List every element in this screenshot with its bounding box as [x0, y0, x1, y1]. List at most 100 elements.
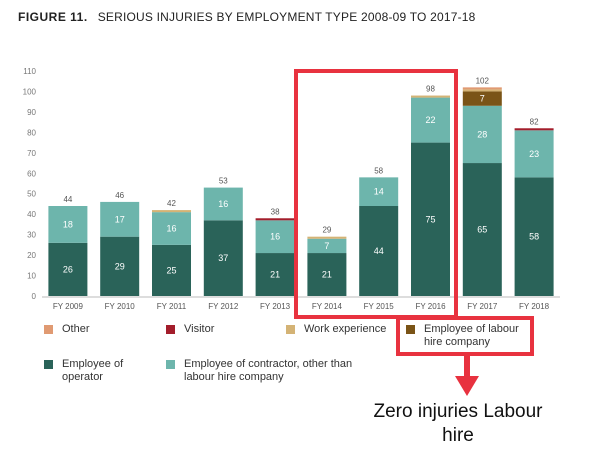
bar-value-label: 21	[322, 270, 332, 280]
bar-value-label: 44	[374, 246, 384, 256]
bar-segment-employee-of-operator	[100, 236, 140, 296]
legend-label-contractor: Employee of contractor, other than labou…	[184, 358, 353, 383]
bar-segment-employee-of-operator	[48, 242, 88, 296]
bar-segment-employee-of-contractor-other-than-labour-hire-company	[203, 187, 243, 221]
legend-swatch-contractor	[166, 360, 175, 369]
bar-total-label: 102	[476, 76, 490, 85]
bar-value-label: 25	[166, 265, 176, 275]
bar-value-label: 7	[480, 94, 485, 104]
bar-segment-employee-of-contractor-other-than-labour-hire-company	[359, 177, 399, 206]
bar-value-label: 22	[425, 115, 435, 125]
x-tick-label: FY 2011	[157, 302, 187, 311]
bar-segment-visitor	[514, 128, 554, 131]
bar-total-label: 46	[115, 191, 124, 200]
bar-segment-employee-of-contractor-other-than-labour-hire-company	[255, 220, 295, 254]
y-tick-label: 30	[27, 231, 36, 240]
bar-segment-employee-of-contractor-other-than-labour-hire-company	[48, 206, 88, 243]
legend-swatch-work-experience	[286, 325, 295, 334]
bar-segment-work-experience	[307, 236, 347, 239]
y-tick-label: 80	[27, 128, 36, 137]
bar-value-label: 65	[477, 225, 487, 235]
bar-total-label: 42	[167, 199, 176, 208]
legend-label-visitor: Visitor	[184, 323, 215, 335]
bar-total-label: 44	[63, 195, 72, 204]
y-tick-label: 70	[27, 149, 36, 158]
x-tick-label: FY 2018	[519, 302, 550, 311]
bar-segment-employee-of-operator	[359, 206, 399, 296]
highlight-box-fy2014-fy2016	[294, 69, 458, 319]
bar-segment-employee-of-operator	[152, 244, 191, 296]
legend-swatch-visitor	[166, 325, 175, 334]
legend-swatch-employee-of-operator	[44, 360, 53, 369]
x-tick-label: FY 2015	[364, 302, 395, 311]
bar-value-label: 16	[218, 199, 228, 209]
bar-value-label: 58	[529, 232, 539, 242]
y-tick-label: 60	[27, 169, 36, 178]
y-tick-label: 100	[23, 87, 37, 96]
bar-segment-employee-of-contractor-other-than-labour-hire-company	[462, 105, 502, 164]
bar-segment-employee-of-contractor-other-than-labour-hire-company	[514, 130, 554, 178]
bar-segment-employee-of-operator	[462, 163, 502, 296]
x-tick-label: FY 2013	[260, 302, 291, 311]
legend-swatch-other	[44, 325, 53, 334]
bar-total-label: 98	[426, 85, 435, 94]
figure-title: FIGURE 11. SERIOUS INJURIES BY EMPLOYMENT…	[18, 10, 476, 24]
bar-segment-employee-of-operator	[255, 253, 295, 296]
annotation-text: Zero injuries Labour hire	[373, 401, 543, 446]
bar-value-label: 26	[63, 264, 73, 274]
bar-total-label: 82	[530, 117, 539, 126]
bar-segment-employee-of-operator	[514, 177, 554, 296]
bar-value-label: 21	[270, 270, 280, 280]
legend-label-other: Other	[62, 323, 90, 335]
bar-value-label: 28	[477, 129, 487, 139]
x-tick-label: FY 2016	[415, 302, 446, 311]
legend-label-employee-of-operator: Employee of operator	[62, 358, 124, 383]
x-tick-label: FY 2009	[53, 302, 84, 311]
bar-total-label: 38	[271, 207, 280, 216]
y-tick-label: 20	[27, 251, 36, 260]
bar-value-label: 17	[115, 214, 125, 224]
bar-value-label: 14	[374, 187, 384, 197]
bar-segment-employee-of-contractor-other-than-labour-hire-company	[152, 212, 191, 245]
bar-segment-employee-of-operator	[307, 253, 347, 296]
y-tick-label: 110	[23, 67, 36, 76]
y-tick-label: 90	[27, 108, 36, 117]
y-tick-label: 50	[27, 190, 36, 199]
bar-segment-employee-of-contractor-other-than-labour-hire-company	[307, 238, 347, 254]
legend-label-work-experience: Work experience	[304, 323, 387, 335]
bar-total-label: 29	[322, 226, 331, 235]
bar-value-label: 18	[63, 219, 73, 229]
bar-total-label: 53	[219, 177, 228, 186]
x-tick-label: FY 2014	[312, 302, 343, 311]
bar-segment-employee-of-operator	[203, 220, 243, 296]
bar-value-label: 29	[115, 261, 125, 271]
bar-value-label: 37	[218, 253, 228, 263]
bar-segment-employee-of-labour-hire-company	[462, 91, 502, 106]
bar-segment-employee-of-contractor-other-than-labour-hire-company	[100, 201, 140, 237]
x-tick-label: FY 2010	[105, 302, 136, 311]
x-tick-label: FY 2012	[208, 302, 239, 311]
figure-number: FIGURE 11.	[18, 10, 88, 24]
bar-value-label: 7	[324, 241, 329, 251]
legend-swatch-labour-hire	[406, 325, 415, 334]
bar-segment-work-experience	[411, 95, 450, 98]
bar-value-label: 16	[166, 224, 176, 234]
y-tick-label: 0	[32, 292, 37, 301]
bar-total-label: 58	[374, 166, 383, 175]
y-tick-label: 40	[27, 210, 36, 219]
x-tick-label: FY 2017	[467, 302, 498, 311]
legend-label-labour-hire: Employee of labour hire company	[424, 323, 519, 348]
bar-value-label: 16	[270, 232, 280, 242]
figure-title-text: SERIOUS INJURIES BY EMPLOYMENT TYPE 2008…	[97, 10, 476, 24]
y-tick-label: 10	[27, 272, 36, 281]
bar-segment-work-experience	[152, 210, 191, 213]
bar-segment-work-experience	[462, 89, 502, 92]
bar-value-label: 75	[425, 214, 435, 224]
bar-segment-visitor	[255, 218, 295, 221]
bar-segment-employee-of-operator	[411, 142, 450, 296]
bar-segment-employee-of-contractor-other-than-labour-hire-company	[411, 97, 450, 143]
bar-value-label: 23	[529, 149, 539, 159]
annotation-arrow-head	[455, 376, 479, 396]
bar-segment-other	[462, 87, 502, 90]
